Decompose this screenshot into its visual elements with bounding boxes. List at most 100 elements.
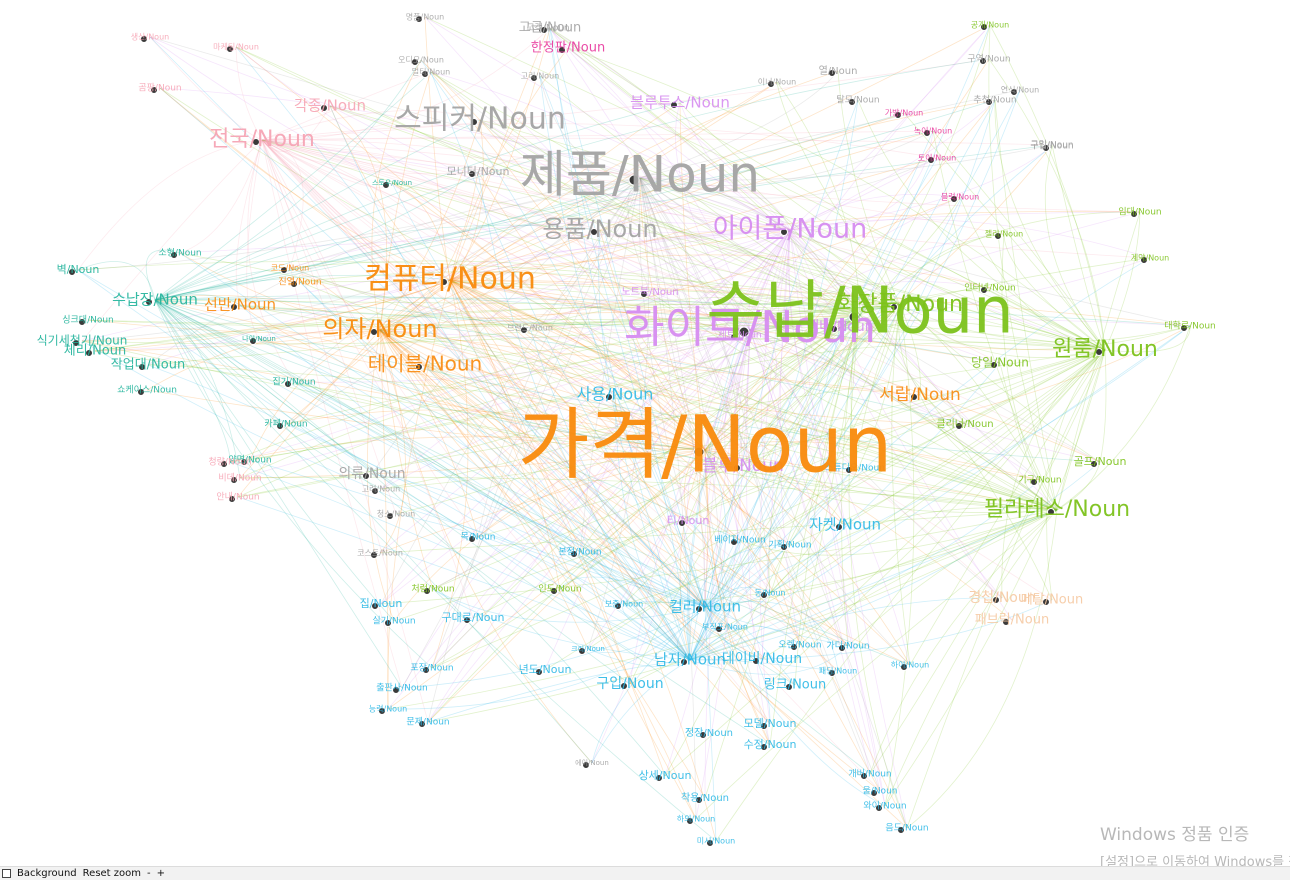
graph-node-label[interactable]: 고리/Noun <box>521 72 559 81</box>
graph-node-dot[interactable] <box>145 298 153 306</box>
graph-node-label[interactable]: 오렌/Noun <box>778 640 821 651</box>
graph-node-label[interactable]: 동/Noun <box>754 589 785 598</box>
graph-node-label[interactable]: 남자/Noun <box>654 651 726 669</box>
graph-node-label[interactable]: 기획/Noun <box>768 539 811 551</box>
graph-node-dot[interactable] <box>68 268 76 276</box>
graph-node-dot[interactable] <box>640 290 648 298</box>
graph-node-label[interactable]: 골프/Noun <box>1074 455 1127 468</box>
graph-node-dot[interactable] <box>845 466 853 474</box>
graph-node-label[interactable]: 구역/Noun <box>967 54 1010 65</box>
graph-node-dot[interactable] <box>980 23 988 31</box>
graph-node-dot[interactable] <box>994 232 1002 240</box>
graph-node-dot[interactable] <box>733 464 741 472</box>
graph-node-label[interactable]: 수정/Noun <box>744 738 797 751</box>
graph-node-label[interactable]: 컬러/Noun <box>669 598 741 616</box>
graph-node-label[interactable]: 추천/Noun <box>973 95 1016 106</box>
graph-node-dot[interactable] <box>1140 256 1148 264</box>
graph-node-dot[interactable] <box>680 658 688 666</box>
graph-node-dot[interactable] <box>760 591 768 599</box>
graph-node-dot[interactable] <box>371 487 379 495</box>
graph-node-dot[interactable] <box>790 643 798 651</box>
graph-node-label[interactable]: 작업대/Noun <box>111 358 185 373</box>
graph-node-label[interactable]: 계약/Noun <box>1131 253 1169 263</box>
graph-node-dot[interactable] <box>320 104 328 112</box>
graph-node-label[interactable]: 탈모/Noun <box>836 95 879 106</box>
graph-node-label[interactable]: 곰팡/Noun <box>138 83 181 94</box>
graph-node-label[interactable]: 용품/Noun <box>542 215 657 243</box>
graph-node-dot[interactable] <box>468 170 476 178</box>
graph-node-dot[interactable] <box>897 826 905 834</box>
graph-node-label[interactable]: 와이/Noun <box>863 800 906 812</box>
graph-node-dot[interactable] <box>170 251 178 259</box>
graph-node-dot[interactable] <box>280 266 288 274</box>
graph-node-dot[interactable] <box>570 550 578 558</box>
graph-node-label[interactable]: 자켓/Noun <box>809 516 881 534</box>
graph-node-dot[interactable] <box>418 720 426 728</box>
graph-node-label[interactable]: 출판사/Noun <box>376 683 428 694</box>
graph-node-label[interactable]: 문제/Noun <box>406 717 449 728</box>
graph-node-label[interactable]: 크리/Noun <box>571 644 605 653</box>
graph-node-dot[interactable] <box>228 495 236 503</box>
graph-node-dot[interactable] <box>695 605 703 613</box>
graph-node-dot[interactable] <box>530 74 538 82</box>
graph-node-label[interactable]: 울/Noun <box>863 786 898 797</box>
graph-node-dot[interactable] <box>140 35 148 43</box>
graph-node-label[interactable]: 화장품/Noun <box>837 292 963 317</box>
graph-node-label[interactable]: 집기/Noun <box>272 376 315 388</box>
graph-node-dot[interactable] <box>950 195 958 203</box>
graph-node-label[interactable]: 각종/Noun <box>294 97 366 115</box>
graph-node-dot[interactable] <box>392 686 400 694</box>
graph-node-dot[interactable] <box>582 761 590 769</box>
graph-node-label[interactable]: 제품/Noun <box>520 146 760 204</box>
graph-node-label[interactable]: 모델/Noun <box>744 717 797 730</box>
graph-node-label[interactable]: 대학로/Noun <box>1164 321 1216 332</box>
graph-node-label[interactable]: 클리너/Noun <box>936 418 993 430</box>
graph-node-label[interactable]: 음드/Noun <box>885 823 928 834</box>
graph-node-dot[interactable] <box>848 98 856 106</box>
graph-node-label[interactable]: 컴퓨터/Noun <box>364 262 536 297</box>
graph-node-label[interactable]: 경첩/Noun <box>968 590 1035 606</box>
graph-node-label[interactable]: 벽/Noun <box>57 263 100 276</box>
graph-node-label[interactable]: 블루투스/Noun <box>630 94 730 112</box>
graph-node-dot[interactable] <box>1002 618 1010 626</box>
graph-node-dot[interactable] <box>980 286 988 294</box>
graph-node-label[interactable]: 오디오/Noun <box>398 56 444 65</box>
graph-node-dot[interactable] <box>1042 144 1050 152</box>
graph-node-label[interactable]: 모니터/Noun <box>447 165 510 178</box>
graph-node-label[interactable]: 서랍/Noun <box>879 385 961 405</box>
graph-node-label[interactable]: 한정판/Noun <box>531 41 605 56</box>
graph-node-label[interactable]: 공개/Noun <box>971 20 1009 30</box>
graph-node-dot[interactable] <box>415 15 423 23</box>
graph-node-label[interactable]: 구대로/Noun <box>442 611 505 624</box>
zoom-in-button[interactable]: + <box>156 868 166 879</box>
graph-node-label[interactable]: 마케팅/Noun <box>213 42 259 52</box>
graph-node-dot[interactable] <box>220 460 228 468</box>
graph-node-label[interactable]: 필라테스/Noun <box>984 497 1130 522</box>
graph-node-dot[interactable] <box>230 476 238 484</box>
graph-node-label[interactable]: 패딩/Noun <box>819 666 857 676</box>
graph-node-label[interactable]: 테이블/Noun <box>368 352 483 376</box>
graph-node-dot[interactable] <box>900 663 908 671</box>
graph-node-dot[interactable] <box>780 543 788 551</box>
graph-node-label[interactable]: 포장/Noun <box>410 663 453 674</box>
graph-node-dot[interactable] <box>520 326 528 334</box>
graph-node-dot[interactable] <box>590 228 598 236</box>
graph-node-dot[interactable] <box>78 318 86 326</box>
graph-node-label[interactable]: 구입/Noun <box>596 676 663 692</box>
graph-node-label[interactable]: 고려/Noun <box>362 484 400 494</box>
graph-node-label[interactable]: 나이/Noun <box>242 334 276 343</box>
graph-node-dot[interactable] <box>85 349 93 357</box>
graph-node-dot[interactable] <box>423 587 431 595</box>
graph-node-dot[interactable] <box>838 644 846 652</box>
graph-node-label[interactable]: 가디/Noun <box>826 641 869 652</box>
graph-node-label[interactable]: 브랜드/Noun <box>507 323 553 333</box>
graph-node-dot[interactable] <box>695 796 703 804</box>
graph-node-dot[interactable] <box>540 26 548 34</box>
graph-node-dot[interactable] <box>150 86 158 94</box>
graph-node-dot[interactable] <box>979 57 987 65</box>
graph-node-dot[interactable] <box>990 361 998 369</box>
graph-node-label[interactable]: 능력/Noun <box>369 704 407 714</box>
graph-node-label[interactable]: 식기세척기/Noun <box>37 334 128 348</box>
graph-node-label[interactable]: 가방/Noun <box>885 108 923 118</box>
